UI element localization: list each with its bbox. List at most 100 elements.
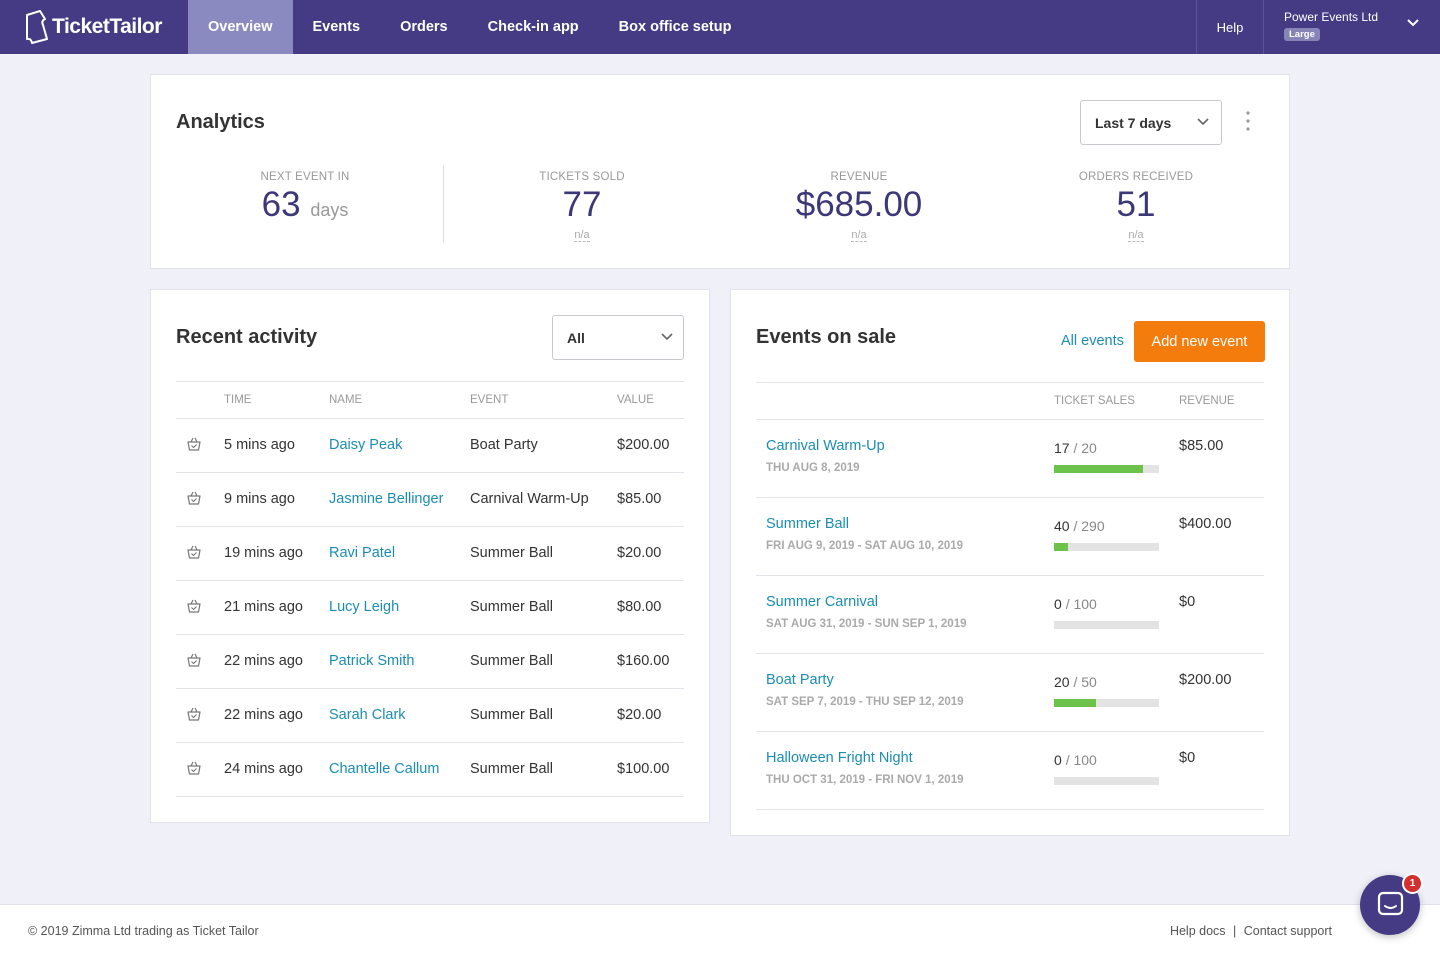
- date-range-value: Last 7 days: [1095, 114, 1172, 131]
- event-date: SAT AUG 31, 2019 - SUN SEP 1, 2019: [766, 618, 967, 630]
- activity-value: $20.00: [617, 545, 662, 561]
- stat-comparison[interactable]: n/a: [574, 229, 590, 242]
- ticket-sales-count: 0 / 100: [1054, 596, 1097, 612]
- table-row: 24 mins ago Chantelle Callum Summer Ball $1…: [176, 743, 684, 797]
- event-date: THU OCT 31, 2019 - FRI NOV 1, 2019: [766, 774, 964, 786]
- activity-event: Boat Party: [470, 437, 538, 453]
- customer-name-link[interactable]: Patrick Smith: [329, 653, 415, 669]
- tickets-sold: 40: [1054, 518, 1070, 534]
- account-menu[interactable]: Power Events Ltd Large: [1284, 10, 1424, 46]
- chat-launcher-button[interactable]: 1: [1360, 873, 1423, 935]
- logo-wordmark: TicketTailor: [52, 15, 162, 38]
- column-header-revenue: REVENUE: [1179, 395, 1235, 407]
- event-row: Summer Carnival SAT AUG 31, 2019 - SUN SE…: [756, 576, 1264, 654]
- tickets-sold: 20: [1054, 674, 1070, 690]
- stat-next-event: NEXT EVENT IN 63 days: [251, 171, 359, 230]
- basket-icon: [187, 437, 201, 451]
- event-revenue: $400.00: [1179, 516, 1232, 532]
- activity-event: Carnival Warm-Up: [470, 491, 589, 507]
- customer-name-link[interactable]: Daisy Peak: [329, 437, 403, 453]
- nav-box-office-setup[interactable]: Box office setup: [618, 19, 732, 35]
- tickets-sold: 17: [1054, 440, 1070, 456]
- activity-value: $80.00: [617, 599, 662, 615]
- basket-icon: [187, 545, 201, 559]
- basket-icon: [187, 599, 201, 613]
- ticket-capacity: / 100: [1065, 752, 1097, 768]
- nav-events[interactable]: Events: [312, 19, 361, 35]
- ticket-sales-count: 0 / 100: [1054, 752, 1097, 768]
- ticket-capacity: / 290: [1073, 518, 1105, 534]
- table-row: 21 mins ago Lucy Leigh Summer Ball $80.00: [176, 581, 684, 635]
- events-on-sale-card: Events on sale All events Add new event …: [730, 289, 1290, 836]
- activity-event: Summer Ball: [470, 761, 553, 777]
- activity-table-header: TIME NAME EVENT VALUE: [176, 381, 684, 419]
- stat-comparison[interactable]: n/a: [851, 229, 867, 242]
- basket-icon: [187, 761, 201, 775]
- sales-progress-bar: [1054, 777, 1159, 785]
- sales-progress-bar: [1054, 543, 1159, 551]
- event-date: THU AUG 8, 2019: [766, 462, 860, 474]
- ticket-capacity: / 50: [1073, 674, 1097, 690]
- stat-orders-received: ORDERS RECEIVED 51 n/a: [1076, 171, 1196, 243]
- nav-orders[interactable]: Orders: [400, 19, 448, 35]
- chat-icon: [1377, 891, 1404, 916]
- chevron-down-icon: [661, 333, 673, 341]
- activity-value: $85.00: [617, 491, 662, 507]
- ticket-sales-count: 17 / 20: [1054, 440, 1097, 456]
- event-name-link[interactable]: Summer Ball: [766, 516, 849, 532]
- help-docs-link[interactable]: Help docs: [1169, 924, 1226, 938]
- event-date: FRI AUG 9, 2019 - SAT AUG 10, 2019: [766, 540, 964, 552]
- analytics-title: Analytics: [176, 111, 265, 133]
- all-events-link[interactable]: All events: [1061, 333, 1124, 349]
- customer-name-link[interactable]: Sarah Clark: [329, 707, 406, 723]
- event-name-link[interactable]: Boat Party: [766, 672, 834, 688]
- column-header-name: NAME: [329, 394, 363, 406]
- sales-progress-fill: [1054, 699, 1096, 707]
- more-options-icon[interactable]: [1241, 109, 1255, 133]
- event-date: SAT SEP 7, 2019 - THU SEP 12, 2019: [766, 696, 964, 708]
- event-revenue: $0: [1179, 594, 1196, 610]
- events-on-sale-title: Events on sale: [756, 326, 897, 348]
- activity-event: Summer Ball: [470, 545, 553, 561]
- stat-label: TICKETS SOLD: [539, 171, 625, 183]
- help-link[interactable]: Help: [1196, 0, 1264, 54]
- basket-icon: [187, 653, 201, 667]
- column-header-ticket-sales: TICKET SALES: [1054, 395, 1135, 407]
- basket-icon: [187, 707, 201, 721]
- nav-check-in-app[interactable]: Check-in app: [487, 19, 579, 35]
- analytics-card: Analytics Last 7 days NEXT EVENT IN 63 d…: [150, 74, 1290, 269]
- add-new-event-button[interactable]: Add new event: [1134, 321, 1265, 362]
- activity-filter-select[interactable]: All: [552, 315, 684, 360]
- customer-name-link[interactable]: Jasmine Bellinger: [329, 491, 444, 507]
- stat-label: REVENUE: [830, 171, 888, 183]
- footer-links: Help docs | Contact support: [1170, 924, 1332, 938]
- event-name-link[interactable]: Halloween Fright Night: [766, 750, 913, 766]
- copyright-text: © 2019 Zimma Ltd trading as Ticket Tailo…: [28, 924, 259, 938]
- ticket-sales-count: 40 / 290: [1054, 518, 1105, 534]
- activity-time: 22 mins ago: [224, 707, 303, 723]
- column-header-event: EVENT: [470, 394, 509, 406]
- event-revenue: $85.00: [1179, 438, 1224, 454]
- top-navbar: TicketTailor Overview Events Orders Chec…: [0, 0, 1440, 54]
- customer-name-link[interactable]: Lucy Leigh: [329, 599, 400, 615]
- activity-time: 24 mins ago: [224, 761, 303, 777]
- recent-activity-card: Recent activity All TIME NAME EVENT VALU…: [150, 289, 710, 823]
- chevron-down-icon[interactable]: [1406, 18, 1420, 28]
- notification-badge: 1: [1402, 873, 1423, 894]
- date-range-select[interactable]: Last 7 days: [1080, 100, 1222, 145]
- activity-time: 21 mins ago: [224, 599, 303, 615]
- activity-value: $100.00: [617, 761, 670, 777]
- stat-divider: [443, 165, 444, 243]
- nav-overview[interactable]: Overview: [188, 0, 293, 54]
- event-name-link[interactable]: Summer Carnival: [766, 594, 878, 610]
- event-name-link[interactable]: Carnival Warm-Up: [766, 438, 885, 454]
- customer-name-link[interactable]: Chantelle Callum: [329, 761, 440, 777]
- sales-progress-fill: [1054, 543, 1069, 551]
- stat-comparison[interactable]: n/a: [1128, 229, 1144, 242]
- ticket-tailor-logo[interactable]: TicketTailor: [24, 6, 162, 48]
- customer-name-link[interactable]: Ravi Patel: [329, 545, 396, 561]
- contact-support-link[interactable]: Contact support: [1243, 924, 1332, 938]
- event-revenue: $0: [1179, 750, 1196, 766]
- recent-activity-title: Recent activity: [176, 326, 318, 348]
- activity-time: 9 mins ago: [224, 491, 295, 507]
